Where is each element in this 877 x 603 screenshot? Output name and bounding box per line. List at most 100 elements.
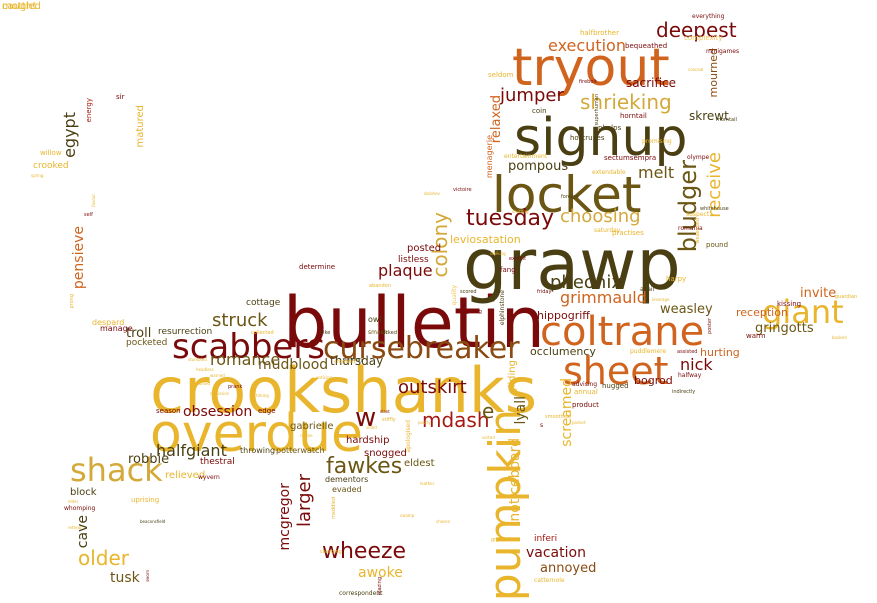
word: fawkes: [326, 454, 403, 479]
word: w: [355, 403, 377, 433]
word: block: [70, 487, 97, 498]
word: scored: [460, 289, 477, 295]
word: scabbers: [172, 327, 326, 367]
word: sheet: [563, 349, 669, 393]
word: guardian: [835, 294, 858, 300]
word: coltrane: [540, 309, 705, 355]
word: indirectly: [672, 389, 696, 395]
word: choosing: [560, 206, 641, 227]
word: invite: [800, 286, 837, 301]
word: charging: [320, 549, 342, 555]
word: gliding: [507, 360, 518, 394]
word: tryout: [512, 38, 670, 98]
word: eldest: [404, 458, 435, 469]
word: abandon: [369, 283, 391, 289]
word: smoothest: [545, 414, 572, 420]
word: matured: [135, 105, 146, 148]
word: thursday: [330, 354, 384, 368]
word: firebolt: [579, 79, 597, 85]
word: resurrection: [158, 327, 213, 337]
word: olympe: [687, 154, 710, 161]
word: mourned: [707, 48, 720, 98]
word: gabrielle: [290, 421, 334, 432]
word: potterwatch: [276, 446, 325, 455]
word: blazing: [377, 577, 383, 595]
word: warm: [746, 332, 766, 340]
word: larger: [294, 474, 315, 528]
word: tuesday: [466, 206, 555, 231]
word: chosen: [436, 519, 451, 524]
word: pocketed: [126, 338, 168, 348]
word: coin: [532, 107, 547, 115]
word: romance: [210, 350, 281, 369]
word: uprising: [131, 496, 160, 504]
word: remission: [210, 391, 230, 396]
word: willow: [40, 149, 62, 157]
word: warned: [210, 373, 225, 378]
word: beaconsfield: [140, 519, 166, 524]
word: fang: [500, 266, 516, 274]
word: sacrifice: [626, 76, 677, 90]
word: foreign: [561, 194, 579, 200]
word: mdash: [422, 408, 490, 432]
word: relieved: [165, 470, 206, 481]
word: determine: [299, 263, 336, 271]
word: correspondent: [339, 590, 383, 597]
word: kissing: [777, 300, 802, 308]
word: prong: [69, 294, 75, 309]
word: horntail: [620, 112, 647, 120]
word: swamp: [400, 513, 415, 518]
word: shrieking: [580, 90, 672, 114]
word: saturday: [594, 227, 621, 234]
word: grawp: [463, 224, 681, 306]
word: bequeathed: [625, 42, 668, 50]
word: conceal: [688, 67, 704, 72]
word: bulletin: [283, 282, 546, 364]
word: grimmauld: [560, 288, 647, 307]
word: reception: [736, 306, 788, 319]
word: snogged: [364, 448, 407, 459]
word: edge: [258, 407, 276, 415]
word: stalking: [490, 251, 506, 256]
word: whomping: [64, 505, 96, 512]
word: despard: [92, 318, 125, 327]
word: bike: [320, 330, 331, 336]
word: avail: [640, 286, 655, 293]
word: s: [540, 422, 544, 429]
word: menagerie: [485, 135, 494, 179]
word: product: [572, 401, 599, 409]
word: apologised: [405, 420, 412, 453]
word: phelps: [598, 124, 622, 132]
word: wyvern: [198, 474, 220, 481]
word: season: [156, 407, 181, 415]
word: sorted: [482, 435, 495, 440]
word: dolohov: [424, 191, 440, 196]
word: bogrod: [634, 374, 673, 387]
word: giant: [762, 293, 844, 331]
word: pound: [706, 241, 729, 249]
word: halfbrother: [580, 29, 619, 37]
word: manage: [100, 324, 133, 333]
word: gryffindor: [491, 537, 516, 543]
word: robbie: [128, 452, 170, 467]
word: deepest: [656, 18, 737, 42]
word: mottled: [2, 1, 41, 12]
word: sworn: [145, 570, 150, 582]
word: mudblood: [258, 357, 329, 373]
word: halfway: [678, 372, 702, 379]
word: plaque: [378, 261, 433, 280]
word: minigames: [706, 48, 740, 55]
word: signup: [514, 108, 688, 168]
word: overdue: [150, 404, 364, 464]
word: ravine: [300, 433, 313, 438]
word: panted: [196, 381, 211, 386]
word: entertainment: [504, 153, 548, 160]
word: annoyed: [540, 561, 597, 576]
word: awoke: [358, 565, 403, 581]
word: assisted: [677, 349, 698, 355]
word: shack: [70, 451, 163, 489]
word: partway: [343, 357, 364, 363]
word: struck: [212, 310, 268, 331]
word: pheonix: [550, 272, 622, 293]
word: cursebreaker: [323, 331, 520, 366]
